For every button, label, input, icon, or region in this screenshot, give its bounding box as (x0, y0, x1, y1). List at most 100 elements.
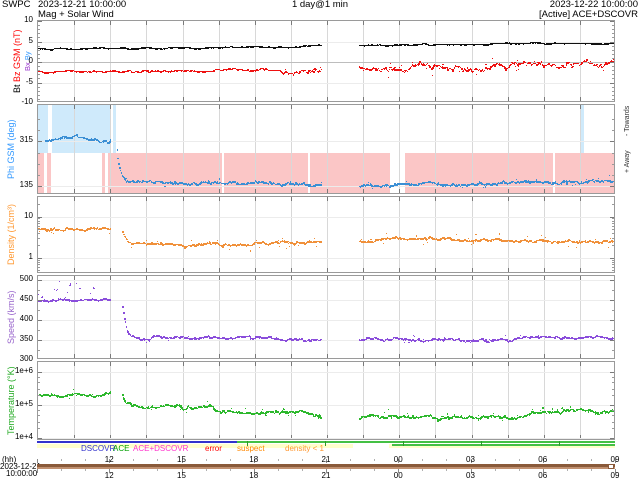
axis-tick (399, 435, 400, 439)
y-axis-tick (38, 78, 40, 79)
time-axis-tick (519, 459, 520, 461)
time-axis-tick (471, 469, 472, 473)
y-axis-tick (38, 438, 42, 439)
vertical-gridline (183, 105, 184, 193)
away-shade (47, 152, 51, 193)
density-status-bar (37, 444, 615, 448)
y-axis-tick (38, 91, 40, 92)
axis-tick (146, 105, 147, 109)
axis-tick (255, 354, 256, 358)
axis-tick (363, 268, 364, 272)
axis-tick (74, 362, 75, 366)
axis-tick (580, 21, 581, 25)
horizontal-gridline (38, 141, 614, 142)
legend-band: DSCOVR ACE ACE+DSCOVR error suspect density <… (37, 441, 615, 455)
axis-tick (399, 354, 400, 358)
axis-tick (255, 276, 256, 280)
y-axis-tick (38, 405, 42, 406)
y-axis-tick (38, 83, 42, 84)
axis-tick (327, 435, 328, 439)
time-axis-tick (182, 459, 183, 463)
axis-tick (580, 105, 581, 109)
time-axis-tick (230, 469, 231, 471)
timeline-bar-upper (37, 464, 615, 467)
density-plot-area (38, 197, 614, 272)
vertical-gridline (74, 105, 75, 193)
axis-tick (183, 362, 184, 366)
vertical-gridline (327, 105, 328, 193)
start-date-label: 2023-12-21 (0, 462, 41, 471)
vertical-gridline (399, 21, 400, 101)
axis-tick (544, 21, 545, 25)
vertical-gridline (435, 105, 436, 193)
y-axis-tick (612, 428, 614, 429)
time-axis-tick (85, 459, 86, 461)
y-axis-tick (612, 330, 614, 331)
vertical-gridline (435, 276, 436, 358)
axis-tick (291, 105, 292, 109)
y-tick-label: 400 (19, 314, 33, 323)
y-tick-label: 500 (19, 274, 33, 283)
vertical-gridline (472, 362, 473, 439)
timeline-bar-lower (37, 467, 615, 469)
vertical-gridline (110, 21, 111, 101)
axis-tick (544, 362, 545, 366)
vertical-gridline (255, 276, 256, 358)
axis-tick (183, 197, 184, 201)
y-axis-tick (38, 372, 42, 373)
status-marker (247, 441, 248, 446)
axis-tick (219, 97, 220, 101)
axis-tick (508, 362, 509, 366)
axis-tick (363, 362, 364, 366)
vertical-gridline (255, 105, 256, 193)
time-axis-tick (567, 469, 568, 471)
vertical-gridline (146, 197, 147, 272)
speed-plot-area (38, 276, 614, 358)
axis-tick (255, 21, 256, 25)
time-axis-tick (422, 469, 423, 471)
axis-tick (74, 268, 75, 272)
y-axis-tick (610, 42, 614, 43)
y-axis-tick (612, 245, 614, 246)
y-axis-tick (612, 377, 614, 378)
axis-tick (580, 276, 581, 280)
timeline-cursor[interactable] (608, 464, 614, 469)
axis-tick (183, 97, 184, 101)
time-axis-tick (109, 469, 110, 473)
horizontal-gridline (38, 217, 614, 218)
time-axis-tick (543, 459, 544, 463)
axis-tick (435, 197, 436, 201)
y-axis-tick (38, 233, 40, 234)
axis-tick (508, 354, 509, 358)
vertical-gridline (110, 362, 111, 439)
vertical-gridline (580, 197, 581, 272)
y-axis-tick (38, 422, 40, 423)
axis-tick (508, 435, 509, 439)
y-tick-label: -10 (21, 97, 33, 106)
y-axis-tick (612, 37, 614, 38)
vertical-gridline (291, 105, 292, 193)
axis-tick (472, 189, 473, 193)
y-axis-tick (610, 141, 614, 142)
y-tick-label: 300 (19, 354, 33, 363)
y-axis-tick (612, 270, 614, 271)
axis-tick (327, 97, 328, 101)
vertical-gridline (363, 276, 364, 358)
y-axis-tick (38, 300, 42, 301)
y-axis-tick (38, 21, 42, 22)
start-time-label: 2023-12-21 10:00:00 (38, 0, 127, 10)
y-axis-tick (612, 226, 614, 227)
vertical-gridline (255, 21, 256, 101)
axis-tick (74, 276, 75, 280)
axis-tick (74, 197, 75, 201)
time-axis-tick (495, 459, 496, 461)
y-axis-tick (610, 21, 614, 22)
y-axis-tick (612, 95, 614, 96)
axis-tick (472, 105, 473, 109)
y-tick-label: 1e+4 (14, 431, 33, 441)
axis-tick (146, 354, 147, 358)
axis-tick (291, 21, 292, 25)
legend-item-error: error (205, 444, 222, 453)
axis-tick (580, 189, 581, 193)
y-axis-tick (38, 58, 40, 59)
